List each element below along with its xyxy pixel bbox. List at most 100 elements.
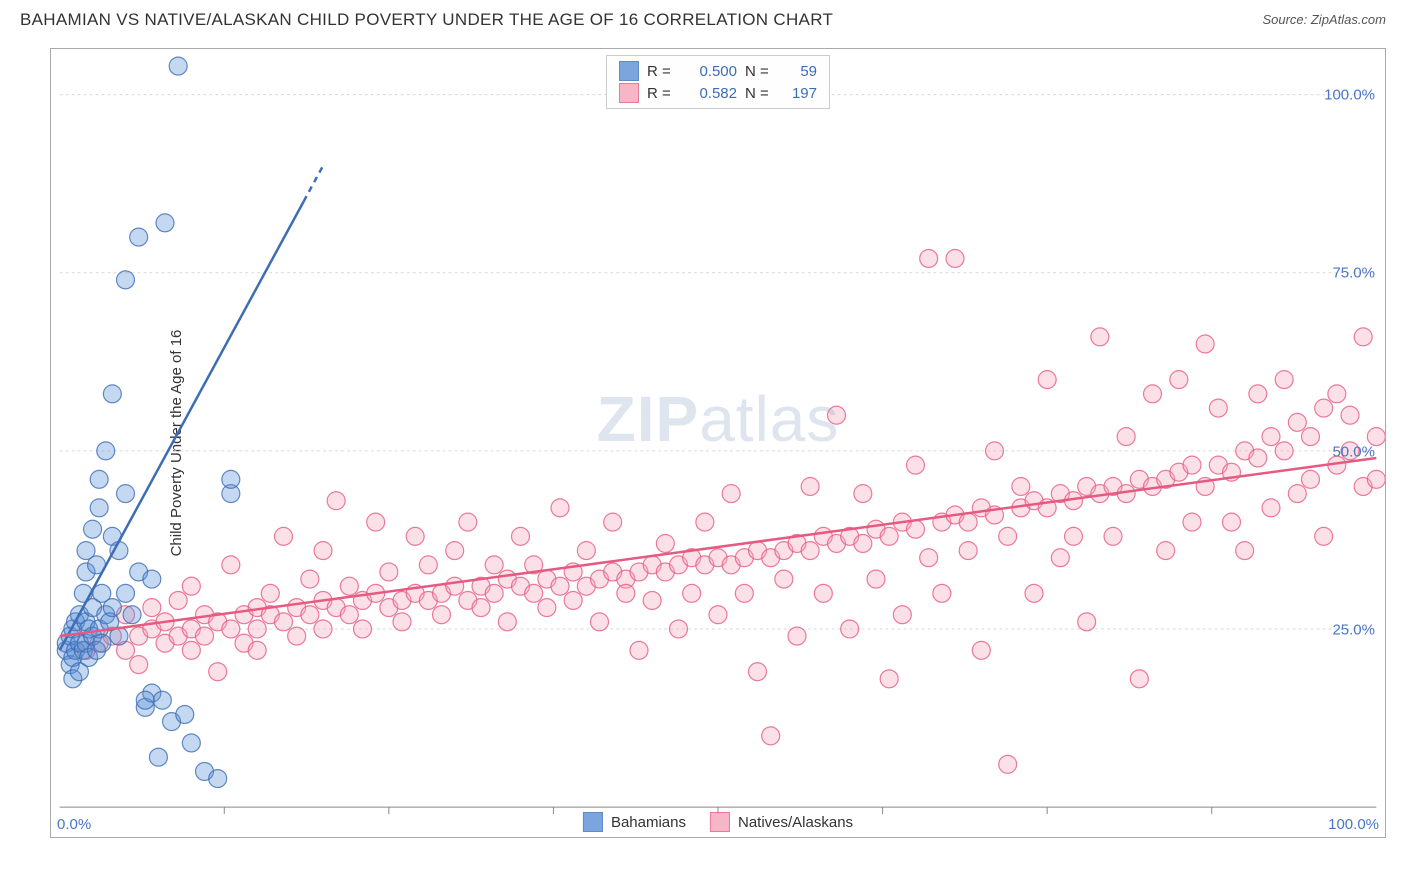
data-point (1262, 499, 1280, 517)
data-point (1130, 670, 1148, 688)
data-point (1249, 385, 1267, 403)
chart-title: BAHAMIAN VS NATIVE/ALASKAN CHILD POVERTY… (20, 10, 833, 30)
data-point (169, 591, 187, 609)
data-point (1065, 527, 1083, 545)
data-point (90, 499, 108, 517)
data-point (946, 249, 964, 267)
legend-label-native: Natives/Alaskans (738, 814, 853, 831)
chart-area: Child Poverty Under the Age of 16 ZIPatl… (50, 48, 1386, 838)
data-point (670, 620, 688, 638)
data-point (1236, 542, 1254, 560)
data-point (1117, 428, 1135, 446)
data-point (1183, 456, 1201, 474)
data-point (1315, 399, 1333, 417)
data-point (380, 563, 398, 581)
data-point (722, 485, 740, 503)
data-point (149, 748, 167, 766)
data-point (498, 613, 516, 631)
data-point (1183, 513, 1201, 531)
data-point (1249, 449, 1267, 467)
legend-item-bahamian: Bahamians (583, 812, 686, 832)
data-point (999, 755, 1017, 773)
legend-swatch-bahamian (583, 812, 603, 832)
data-point (153, 691, 171, 709)
data-point (248, 620, 266, 638)
data-point (854, 485, 872, 503)
data-point (1315, 527, 1333, 545)
data-point (117, 584, 135, 602)
data-point (182, 577, 200, 595)
source-prefix: Source: (1262, 12, 1310, 27)
data-point (103, 385, 121, 403)
data-point (801, 477, 819, 495)
source-link[interactable]: ZipAtlas.com (1311, 12, 1386, 27)
r-label: R = (647, 63, 677, 80)
data-point (459, 513, 477, 531)
data-point (564, 591, 582, 609)
legend-swatch-native (710, 812, 730, 832)
data-point (1038, 371, 1056, 389)
data-point (1288, 413, 1306, 431)
data-point (1078, 613, 1096, 631)
data-point (551, 577, 569, 595)
data-point (577, 542, 595, 560)
data-point (1341, 406, 1359, 424)
data-point (1196, 335, 1214, 353)
data-point (182, 734, 200, 752)
n-label: N = (745, 85, 775, 102)
data-point (406, 527, 424, 545)
data-point (222, 470, 240, 488)
data-point (84, 520, 102, 538)
data-point (1354, 328, 1372, 346)
n-value-bahamian: 59 (783, 63, 817, 80)
data-point (136, 691, 154, 709)
swatch-native (619, 83, 639, 103)
data-point (472, 599, 490, 617)
source-attribution: Source: ZipAtlas.com (1262, 11, 1386, 29)
data-point (196, 627, 214, 645)
data-point (301, 570, 319, 588)
data-point (90, 470, 108, 488)
data-point (485, 584, 503, 602)
data-point (117, 271, 135, 289)
data-point (446, 542, 464, 560)
data-point (93, 634, 111, 652)
data-point (1104, 527, 1122, 545)
data-point (551, 499, 569, 517)
data-point (525, 584, 543, 602)
data-point (1275, 442, 1293, 460)
y-tick-label: 50.0% (1332, 443, 1375, 460)
data-point (591, 613, 609, 631)
data-point (275, 527, 293, 545)
data-point (1144, 385, 1162, 403)
data-point (261, 584, 279, 602)
data-point (176, 705, 194, 723)
data-point (327, 492, 345, 510)
data-point (709, 606, 727, 624)
data-point (1302, 428, 1320, 446)
data-point (617, 584, 635, 602)
x-axis-max-label: 100.0% (1328, 816, 1379, 833)
data-point (512, 527, 530, 545)
data-point (972, 641, 990, 659)
data-point (841, 620, 859, 638)
data-point (788, 627, 806, 645)
data-point (340, 606, 358, 624)
data-point (209, 770, 227, 788)
data-point (801, 542, 819, 560)
data-point (933, 584, 951, 602)
data-point (630, 641, 648, 659)
data-point (143, 570, 161, 588)
data-point (130, 228, 148, 246)
key-legend: Bahamians Natives/Alaskans (583, 812, 853, 832)
data-point (123, 606, 141, 624)
data-point (880, 527, 898, 545)
data-point (117, 485, 135, 503)
stats-row-bahamian: R = 0.500 N = 59 (619, 60, 817, 82)
data-point (959, 542, 977, 560)
data-point (735, 584, 753, 602)
data-point (749, 663, 767, 681)
data-point (156, 214, 174, 232)
data-point (446, 577, 464, 595)
data-point (999, 527, 1017, 545)
